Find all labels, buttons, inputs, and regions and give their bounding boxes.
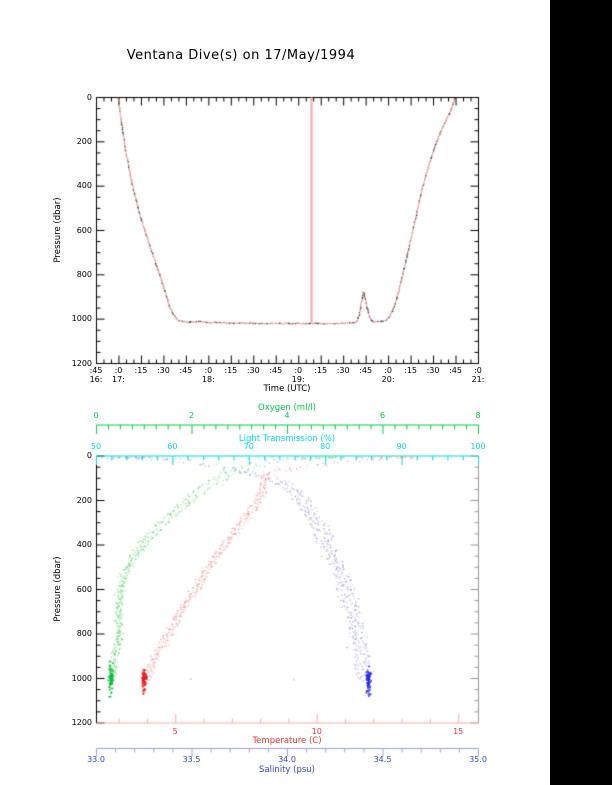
tick-label: 0	[86, 92, 92, 102]
tick-label: 34.5	[373, 755, 392, 764]
tick-label: 60	[167, 442, 178, 451]
tick-label: 1200	[71, 358, 92, 368]
tick-label: 1000	[71, 314, 92, 324]
tick-label: :30	[336, 366, 350, 375]
tick-label: 100	[470, 442, 486, 451]
tick-label: 21:	[471, 375, 485, 384]
tick-label: 800	[76, 629, 92, 638]
tick-label: 4	[284, 411, 290, 420]
tick-label: 200	[76, 495, 92, 505]
tick-label: 18:	[201, 375, 215, 384]
tick-label: 15	[453, 727, 464, 736]
tick-label: 800	[76, 269, 92, 279]
tick-label: :30	[426, 366, 440, 375]
tick-label: :0	[474, 366, 482, 375]
tick-label: :30	[156, 366, 170, 375]
tick-label: :45	[89, 366, 103, 375]
tick-label: :15	[224, 366, 238, 375]
tick-label: 200	[76, 136, 92, 146]
tick-label: 70	[243, 442, 254, 451]
salinity-axis-title: Salinity (psu)	[259, 765, 315, 775]
tick-label: :0	[384, 366, 392, 375]
tick-label: 6	[379, 411, 386, 420]
tick-label: :15	[134, 366, 148, 375]
tick-label: 33.0	[87, 755, 105, 764]
tick-label: 600	[76, 225, 92, 235]
tick-label: :15	[314, 366, 328, 375]
right-black-bar	[550, 0, 612, 785]
tick-label: 34.0	[278, 755, 296, 764]
figure-title: Ventana Dive(s) on 17/May/1994	[126, 48, 356, 63]
tick-label: :45	[449, 366, 462, 375]
tick-label: :45	[359, 366, 373, 375]
tick-label: 400	[76, 540, 92, 549]
tick-label: 17:	[112, 375, 125, 384]
tick-label: 35.0	[469, 755, 487, 764]
tick-label: 10	[311, 727, 322, 736]
tick-label: 20:	[381, 375, 395, 384]
tick-label: 1000	[71, 673, 92, 683]
tick-label: 50	[90, 442, 102, 451]
tick-label: :0	[294, 366, 303, 375]
tick-label: 600	[76, 584, 92, 594]
tick-label: 19:	[291, 375, 305, 384]
tick-label: 16:	[89, 375, 103, 384]
tick-label: 80	[320, 442, 331, 451]
tick-label: 1200	[71, 718, 92, 727]
tick-label: 0	[93, 411, 99, 420]
time-axis-title: Time (UTC)	[263, 384, 311, 394]
temperature-axis-title: Temperature (C)	[252, 736, 322, 746]
tick-label: :0	[204, 366, 213, 375]
tick-label: 2	[188, 411, 195, 420]
tick-label: 0	[86, 451, 92, 460]
tick-label: 33.5	[182, 755, 201, 764]
tick-label: 400	[76, 181, 92, 191]
tick-label: 5	[172, 727, 178, 736]
tick-label: :0	[114, 366, 123, 375]
tick-label: 8	[475, 411, 481, 420]
tick-label: :30	[246, 366, 260, 375]
tick-label: :45	[269, 366, 283, 375]
tick-label: :45	[179, 366, 193, 375]
tick-label: 90	[396, 442, 407, 451]
tick-label: :15	[404, 366, 418, 375]
oxygen-axis-title: Oxygen (ml/l)	[258, 403, 316, 413]
light-transmission-axis-title: Light Transmission (%)	[238, 434, 336, 444]
